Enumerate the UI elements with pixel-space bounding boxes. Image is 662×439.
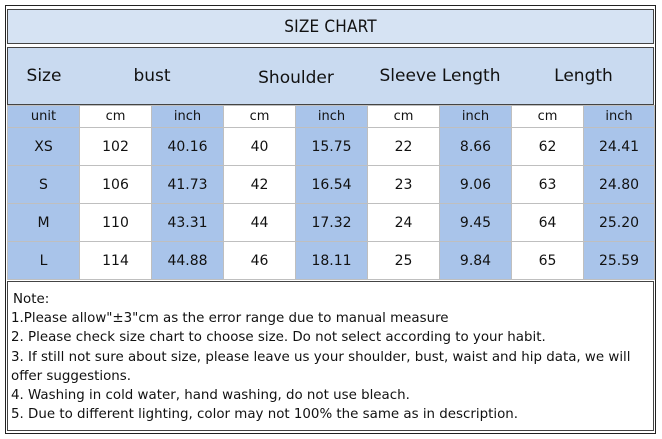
table-cell: 8.66 [439,127,512,166]
table-cell: 23 [367,165,440,204]
note-line: 1.Please allow"±3"cm as the error range … [11,311,449,327]
table-cell: 18.11 [295,241,368,280]
table-row: S 106 41.73 42 16.54 23 9.06 63 24.80 [7,165,655,204]
size-label-cell: L [7,241,80,280]
table-row: L 114 44.88 46 18.11 25 9.84 65 25.59 [7,241,655,280]
notes-heading: Note: [13,292,50,307]
unit-cell: cm [79,105,152,128]
table-cell: 65 [511,241,584,280]
table-cell: 40 [223,127,296,166]
size-table: unit cm inch cm inch cm inch cm inch XS … [7,105,655,280]
header-size: Size [26,66,62,86]
table-cell: 9.45 [439,203,512,242]
header-bust: bust [133,66,171,86]
header-length: Length [554,66,613,86]
table-cell: 43.31 [151,203,224,242]
chart-title: SIZE CHART [7,9,654,44]
table-cell: 24.41 [583,127,655,166]
header-shoulder: Shoulder [258,68,334,88]
table-row: M 110 43.31 44 17.32 24 9.45 64 25.20 [7,203,655,242]
table-cell: 46 [223,241,296,280]
table-cell: 41.73 [151,165,224,204]
unit-cell: inch [439,105,512,128]
table-row: XS 102 40.16 40 15.75 22 8.66 62 24.41 [7,127,655,166]
table-cell: 114 [79,241,152,280]
note-line: 5. Due to different lighting, color may … [11,407,519,423]
unit-cell: cm [367,105,440,128]
table-cell: 24 [367,203,440,242]
unit-cell: unit [7,105,80,128]
table-cell: 22 [367,127,440,166]
table-cell: 15.75 [295,127,368,166]
table-cell: 62 [511,127,584,166]
header-sleeve-length: Sleeve Length [379,66,501,86]
unit-cell: inch [295,105,368,128]
note-line: 4. Washing in cold water, hand washing, … [11,388,410,404]
unit-cell: cm [223,105,296,128]
table-cell: 110 [79,203,152,242]
note-line: 2. Please check size chart to choose siz… [11,330,546,346]
table-cell: 44 [223,203,296,242]
table-cell: 9.84 [439,241,512,280]
unit-cell: cm [511,105,584,128]
table-cell: 42 [223,165,296,204]
size-label-cell: S [7,165,80,204]
table-cell: 63 [511,165,584,204]
table-cell: 17.32 [295,203,368,242]
notes-section: Note: 1.Please allow"±3"cm as the error … [7,281,654,431]
unit-cell: inch [583,105,655,128]
table-cell: 106 [79,165,152,204]
table-cell: 102 [79,127,152,166]
table-cell: 25.59 [583,241,655,280]
table-cell: 24.80 [583,165,655,204]
size-label-cell: M [7,203,80,242]
table-cell: 9.06 [439,165,512,204]
table-cell: 25.20 [583,203,655,242]
unit-row: unit cm inch cm inch cm inch cm inch [7,105,655,128]
header-row: Size bust Shoulder Sleeve Length Length [7,47,654,105]
note-line: 3. If still not sure about size, please … [11,349,631,384]
table-cell: 16.54 [295,165,368,204]
unit-cell: inch [151,105,224,128]
table-cell: 44.88 [151,241,224,280]
table-cell: 25 [367,241,440,280]
table-cell: 40.16 [151,127,224,166]
size-label-cell: XS [7,127,80,166]
table-cell: 64 [511,203,584,242]
